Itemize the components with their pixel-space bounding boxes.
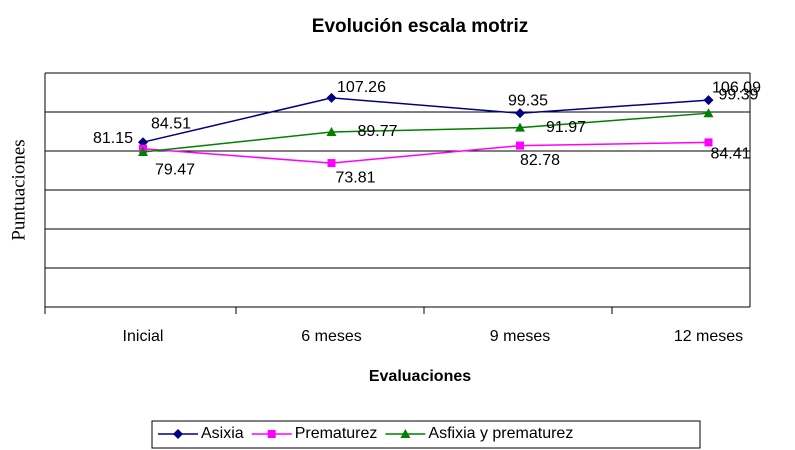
legend-label: Asfixia y prematurez (428, 425, 573, 442)
x-tick-label: 12 meses (674, 328, 743, 345)
marker (138, 147, 148, 157)
data-label: 84.41 (710, 146, 750, 163)
marker (267, 430, 276, 438)
data-label: 91.97 (546, 119, 586, 136)
chart-title: Evolución escala motriz (312, 16, 528, 37)
marker (704, 138, 713, 147)
data-label: 81.15 (93, 130, 133, 147)
marker (515, 122, 525, 132)
legend-label: Prematurez (295, 425, 378, 442)
marker (516, 141, 524, 150)
data-label: 73.81 (335, 169, 375, 186)
data-label: 99.35 (508, 92, 548, 109)
marker (703, 95, 714, 106)
marker (173, 429, 183, 439)
series-line (142, 97, 709, 143)
y-axis-label: Puntuaciones (8, 139, 29, 240)
data-label: 84.51 (151, 115, 191, 132)
marker (326, 92, 337, 103)
marker (515, 108, 525, 119)
marker (326, 126, 337, 136)
marker (703, 108, 714, 118)
legend-label: Asixia (201, 425, 244, 442)
data-label: 82.78 (520, 152, 560, 169)
x-tick-label: 6 meses (301, 328, 361, 345)
x-axis-label: Evaluaciones (369, 368, 471, 385)
data-label: 89.77 (357, 123, 397, 140)
series-line (142, 112, 709, 153)
data-label: 106.09 (712, 79, 761, 96)
marker (327, 159, 336, 168)
legend-box (151, 420, 701, 449)
data-label: 99.39 (718, 86, 758, 103)
marker (138, 137, 148, 148)
series-line (142, 141, 709, 164)
data-label: 107.26 (337, 79, 386, 96)
x-tick-label: Inicial (123, 328, 164, 345)
x-tick-label: 9 meses (490, 328, 550, 345)
data-label: 79.47 (155, 161, 195, 178)
marker (400, 429, 411, 438)
